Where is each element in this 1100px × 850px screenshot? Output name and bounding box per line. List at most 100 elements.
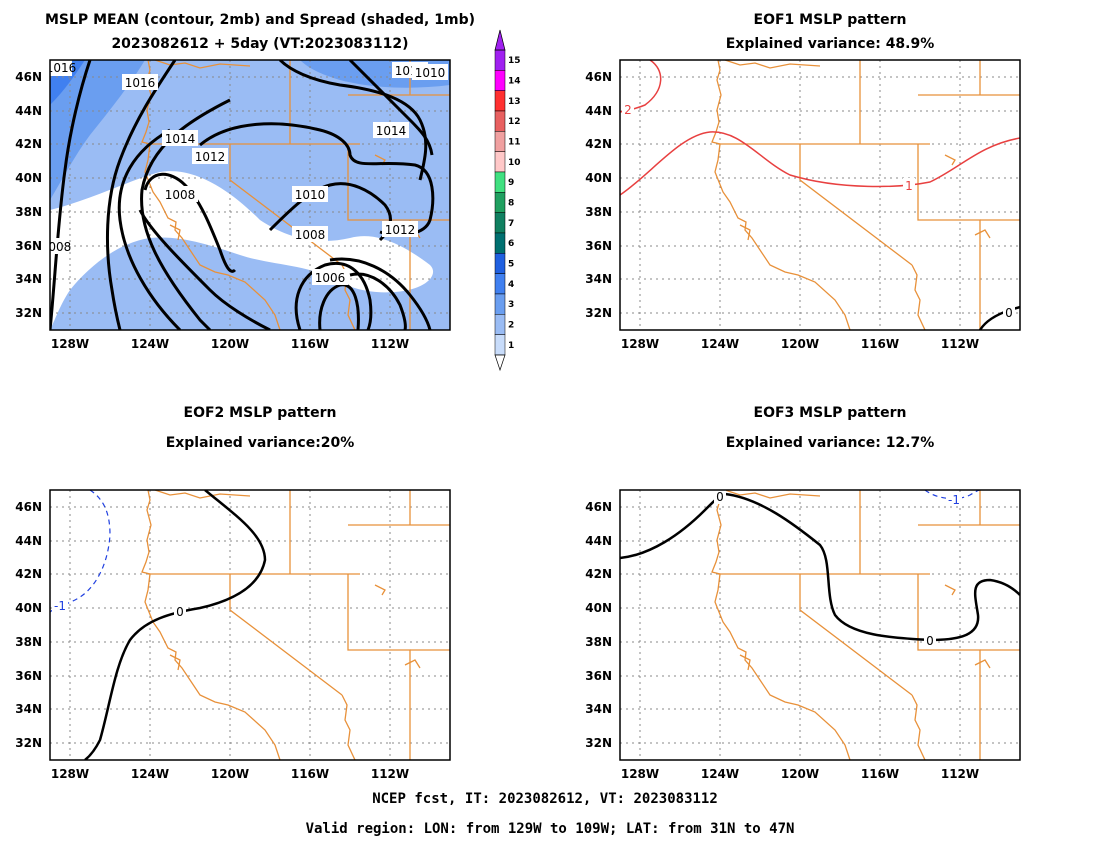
eof2-contour-labels: 0 -1 [52,598,186,619]
colorbar-label: 13 [508,97,521,107]
lon-tick-label: 116W [291,767,329,781]
panel-eof1-title: EOF1 MSLP pattern [754,12,907,28]
colorbar-label: 7 [508,219,514,229]
lat-tick-labels-eof1: 46N 44N 42N 40N 38N 36N 34N 32N [585,70,612,320]
contour-label: -1 [948,493,960,507]
map-frame-eof1: 2 1 0 [620,60,1020,330]
lon-tick-label: 120W [781,767,819,781]
panel-mean-title: MSLP MEAN (contour, 2mb) and Spread (sha… [45,12,475,28]
lat-tick-label: 44N [15,534,42,548]
lon-tick-label: 116W [861,337,899,351]
eof3-contour-labels: 0 0 -1 [714,490,962,648]
lat-tick-label: 40N [585,171,612,185]
colorbar-label: 1 [508,341,514,351]
contour-label: 0 [926,634,934,648]
lat-tick-label: 32N [585,306,612,320]
colorbar-label: 6 [508,239,514,249]
lon-tick-label: 112W [941,767,979,781]
lat-tick-label: 36N [585,669,612,683]
map-frame-eof2: 0 -1 [50,490,450,760]
colorbar-label: 11 [508,137,521,147]
lon-tick-label: 124W [701,767,739,781]
colorbar-label: 14 [508,76,521,86]
lat-tick-label: 42N [15,137,42,151]
lon-tick-label: 116W [291,337,329,351]
lon-tick-label: 128W [51,337,89,351]
panel-eof1-subtitle: Explained variance: 48.9% [726,36,935,52]
lat-tick-label: 34N [15,702,42,716]
mslp-contour-labels: 1016 1016 1014 1014 1012 1012 1012 1010 … [41,60,448,285]
colorbar-cell [494,293,506,315]
lat-tick-label: 46N [585,70,612,84]
lon-tick-labels-eof2: 128W 124W 120W 116W 112W [51,767,409,781]
colorbar-label: 2 [508,320,514,330]
colorbar-cell [494,192,506,213]
colorbar-labels: 15 14 13 12 11 10 9 8 7 6 5 4 3 2 1 [508,56,521,351]
contour-label: 1010 [295,188,326,202]
contour-label: 1008 [295,228,326,242]
lat-tick-label: 38N [585,635,612,649]
colorbar-cell [494,273,506,295]
lon-tick-label: 128W [51,767,89,781]
coastline-and-borders [711,490,1020,760]
lat-tick-label: 46N [15,70,42,84]
contour-label: 1008 [41,240,72,254]
contour-label: 1012 [385,223,416,237]
lat-tick-label: 40N [15,171,42,185]
map-border-eof2 [49,489,451,761]
map-gridlines [620,490,1020,760]
lat-tick-label: 36N [15,669,42,683]
colorbar-cell [494,110,506,132]
lat-tick-label: 38N [15,635,42,649]
lat-tick-label: 36N [15,239,42,253]
lon-tick-label: 128W [621,767,659,781]
contour-label: 1 [905,179,913,193]
lon-tick-label: 112W [941,337,979,351]
contour-label: 1008 [165,188,196,202]
panel-eof2-title: EOF2 MSLP pattern [184,405,337,421]
lon-tick-label: 124W [131,337,169,351]
lat-tick-label: 42N [15,567,42,581]
lat-tick-labels-mean: 46N 44N 42N 40N 38N 36N 34N 32N [15,70,42,320]
eof2-contours [50,490,267,760]
contour-label: 1012 [195,150,226,164]
panel-mslp-mean: MSLP MEAN (contour, 2mb) and Spread (sha… [15,12,475,351]
lat-tick-label: 38N [585,205,612,219]
lon-tick-label: 120W [211,767,249,781]
lon-tick-labels-eof3: 128W 124W 120W 116W 112W [621,767,979,781]
colorbar-cell [494,90,506,112]
eof1-contour-labels: 2 1 0 [622,102,1015,320]
colorbar-cells [494,49,506,356]
colorbar-label: 9 [508,178,514,188]
panel-eof2: EOF2 MSLP pattern Explained variance:20% [15,405,451,781]
contour-label: 1016 [46,61,77,75]
footer-forecast-info: NCEP fcst, IT: 2023082612, VT: 202308311… [372,791,718,807]
colorbar-cell [494,131,506,152]
colorbar-cell [494,49,506,71]
map-gridlines [50,60,450,330]
colorbar-label: 8 [508,198,514,208]
colorbar-cell [494,314,506,335]
lat-tick-label: 34N [15,272,42,286]
lat-tick-labels-eof3: 46N 44N 42N 40N 38N 36N 34N 32N [585,500,612,750]
lat-tick-labels-eof2: 46N 44N 42N 40N 38N 36N 34N 32N [15,500,42,750]
spread-shade-1mb [50,171,434,330]
lat-tick-label: 38N [15,205,42,219]
colorbar-top-arrow [494,29,506,51]
lat-tick-label: 32N [15,306,42,320]
lat-tick-label: 46N [15,500,42,514]
colorbar-cell [494,151,506,173]
panel-eof3-subtitle: Explained variance: 12.7% [726,435,935,451]
lat-tick-label: 32N [585,736,612,750]
lon-tick-label: 128W [621,337,659,351]
spread-shade-3mb-northwest [50,60,145,200]
contour-label: 0 [1005,306,1013,320]
map-border-eof1 [619,59,1021,331]
map-border-mean [49,59,451,331]
contour-label: 0 [176,605,184,619]
colorbar-cell [494,232,506,254]
contour-label: 1006 [315,271,346,285]
lat-tick-label: 46N [585,500,612,514]
contour-label: 1014 [376,124,407,138]
lat-tick-label: 42N [585,137,612,151]
